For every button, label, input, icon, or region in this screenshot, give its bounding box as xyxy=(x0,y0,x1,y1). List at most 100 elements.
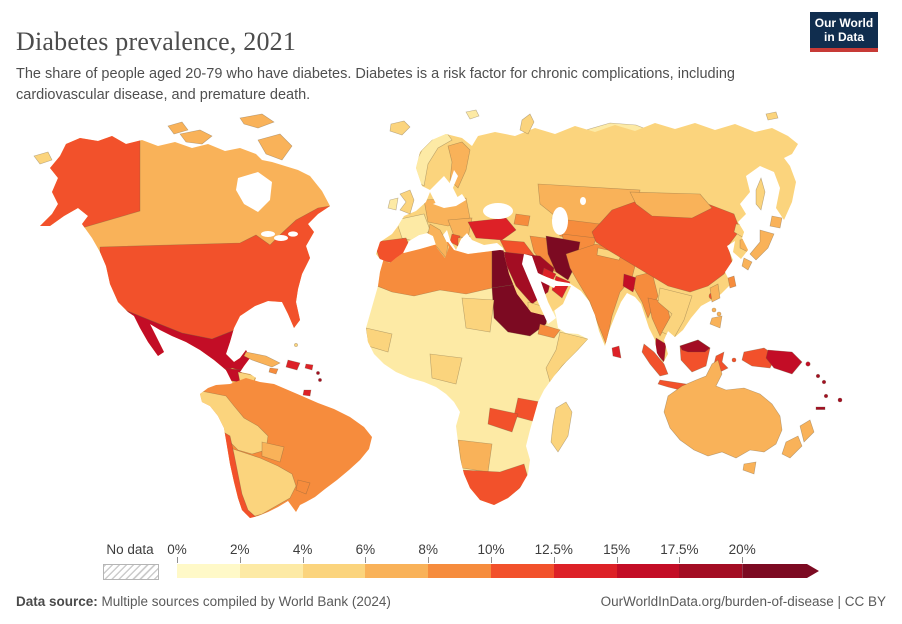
map-region-philippines-mindanao[interactable] xyxy=(709,315,723,329)
map-region-nz-north[interactable] xyxy=(799,419,815,443)
map-region-eritrea[interactable] xyxy=(537,323,561,339)
legend-bin-1[interactable] xyxy=(239,564,303,578)
map-region-svalbard[interactable] xyxy=(465,109,480,120)
map-region-japan-kyushu[interactable] xyxy=(741,257,753,271)
legend-tick-label: 2% xyxy=(230,542,250,557)
data-source: Data source: Multiple sources compiled b… xyxy=(16,594,391,609)
map-region-baffin-island[interactable] xyxy=(257,133,293,161)
great-lakes xyxy=(288,231,298,237)
map-region-united-kingdom[interactable] xyxy=(399,189,415,215)
legend-tick-label: 12.5% xyxy=(534,542,573,557)
map-region-jamaica[interactable] xyxy=(268,367,279,375)
map-legend: No data 0% 2% 4% 6% 8% 10% 12.5% 15% 17.5% 20% xyxy=(0,538,902,588)
legend-tick-mark xyxy=(616,557,618,563)
map-region-philippines-visayas[interactable] xyxy=(716,311,722,317)
persian-gulf xyxy=(534,272,558,288)
map-region-nz-south[interactable] xyxy=(781,435,803,459)
legend-tick-label: 0% xyxy=(167,542,187,557)
owid-attribution[interactable]: OurWorldInData.org/burden-of-disease | C… xyxy=(600,594,886,609)
map-region-australia[interactable] xyxy=(663,359,783,459)
map-region-sri-lanka[interactable] xyxy=(611,345,622,359)
map-region-lesser-antilles[interactable] xyxy=(318,378,322,382)
map-region-nigeria[interactable] xyxy=(429,353,463,385)
map-region-novaya-zemlya[interactable] xyxy=(519,113,535,135)
legend-tick-label: 4% xyxy=(292,542,313,557)
no-data-label: No data xyxy=(106,542,154,557)
map-region-japan-honshu[interactable] xyxy=(749,229,775,261)
map-region-namibia[interactable] xyxy=(457,439,493,473)
legend-tick-mark xyxy=(742,557,744,563)
legend-bin-0[interactable] xyxy=(177,564,240,578)
map-region-trinidad[interactable] xyxy=(302,389,312,397)
map-region-madagascar[interactable] xyxy=(550,401,573,453)
map-region-greece[interactable] xyxy=(457,235,471,255)
legend-tick-label: 6% xyxy=(355,542,376,557)
map-region-brazil[interactable] xyxy=(190,371,385,526)
map-region-sumatra[interactable] xyxy=(641,343,669,377)
map-region-solomons[interactable] xyxy=(821,379,827,385)
data-source-text: Multiple sources compiled by World Bank … xyxy=(97,594,391,609)
logo-line2: in Data xyxy=(823,30,864,44)
map-region-new-britain[interactable] xyxy=(805,361,811,367)
aral-sea xyxy=(580,197,586,205)
map-region-uruguay[interactable] xyxy=(295,479,311,495)
map-region-philippines-visayas[interactable] xyxy=(711,307,717,313)
no-data-swatch[interactable] xyxy=(103,564,159,580)
map-region-sakhalin[interactable] xyxy=(755,177,766,211)
legend-bin-7[interactable] xyxy=(616,564,680,578)
legend-bin-2[interactable] xyxy=(302,564,366,578)
great-lakes xyxy=(261,231,275,237)
legend-bin-6[interactable] xyxy=(553,564,617,578)
legend-tick-mark xyxy=(428,557,430,563)
map-region-tasmania[interactable] xyxy=(742,461,757,475)
legend-bin-3[interactable] xyxy=(365,564,429,578)
map-region-malaysia-borneo[interactable] xyxy=(679,339,711,353)
map-region-bahamas[interactable] xyxy=(294,343,298,347)
map-region-chad[interactable] xyxy=(461,297,495,333)
great-lakes xyxy=(274,235,288,241)
map-region-new-caledonia[interactable] xyxy=(815,406,826,410)
page-title: Diabetes prevalence, 2021 xyxy=(16,27,297,57)
legend-tick-mark xyxy=(365,557,367,563)
legend-tick-mark xyxy=(553,557,555,563)
map-region-japan-hokkaido[interactable] xyxy=(769,215,783,229)
map-region-vanuatu[interactable] xyxy=(823,393,829,399)
legend-color-bar: 0% 2% 4% 6% 8% 10% 12.5% 15% 17.5% 20% xyxy=(167,542,837,578)
map-region-lesser-antilles[interactable] xyxy=(316,371,320,375)
map-region-ireland[interactable] xyxy=(387,197,399,211)
chart-subtitle: The share of people aged 20-79 who have … xyxy=(16,65,735,103)
map-region-solomons[interactable] xyxy=(815,373,821,379)
map-region-zambia[interactable] xyxy=(487,407,519,433)
black-sea xyxy=(483,203,513,219)
map-region-hispaniola[interactable] xyxy=(285,359,301,371)
map-region-island-west[interactable] xyxy=(33,151,53,165)
map-region-mongolia[interactable] xyxy=(629,191,713,219)
legend-tick-mark xyxy=(177,557,178,563)
map-region-taiwan[interactable] xyxy=(727,275,737,289)
map-region-cuba[interactable] xyxy=(243,351,281,368)
map-region-bangladesh[interactable] xyxy=(622,273,638,293)
map-region-fiji[interactable] xyxy=(837,397,843,403)
map-region-wrangel[interactable] xyxy=(765,111,779,121)
legend-bin-5[interactable] xyxy=(491,564,554,578)
map-region-banks-island[interactable] xyxy=(167,121,189,135)
map-region-iceland[interactable] xyxy=(389,120,411,136)
legend-bin-8[interactable] xyxy=(679,564,743,578)
legend-tick-label: 8% xyxy=(418,542,438,557)
map-region-paraguay[interactable] xyxy=(261,441,285,463)
map-region-puerto-rico[interactable] xyxy=(304,363,314,371)
legend-tick-mark xyxy=(491,557,492,563)
data-source-label: Data source: xyxy=(16,594,98,609)
map-region-ellesmere-island[interactable] xyxy=(239,113,275,129)
caspian-sea xyxy=(552,207,568,235)
map-region-philippines-luzon[interactable] xyxy=(709,283,721,303)
map-region-victoria-island[interactable] xyxy=(179,129,213,145)
map-region-moluccas[interactable] xyxy=(731,357,737,363)
legend-bin-9[interactable] xyxy=(742,564,819,578)
owid-logo[interactable]: Our World in Data xyxy=(810,12,878,52)
map-region-caucasus[interactable] xyxy=(513,213,531,227)
legend-bin-4[interactable] xyxy=(428,564,491,578)
map-region-papua-new-guinea[interactable] xyxy=(765,349,803,375)
legend-tick-mark xyxy=(679,557,681,563)
